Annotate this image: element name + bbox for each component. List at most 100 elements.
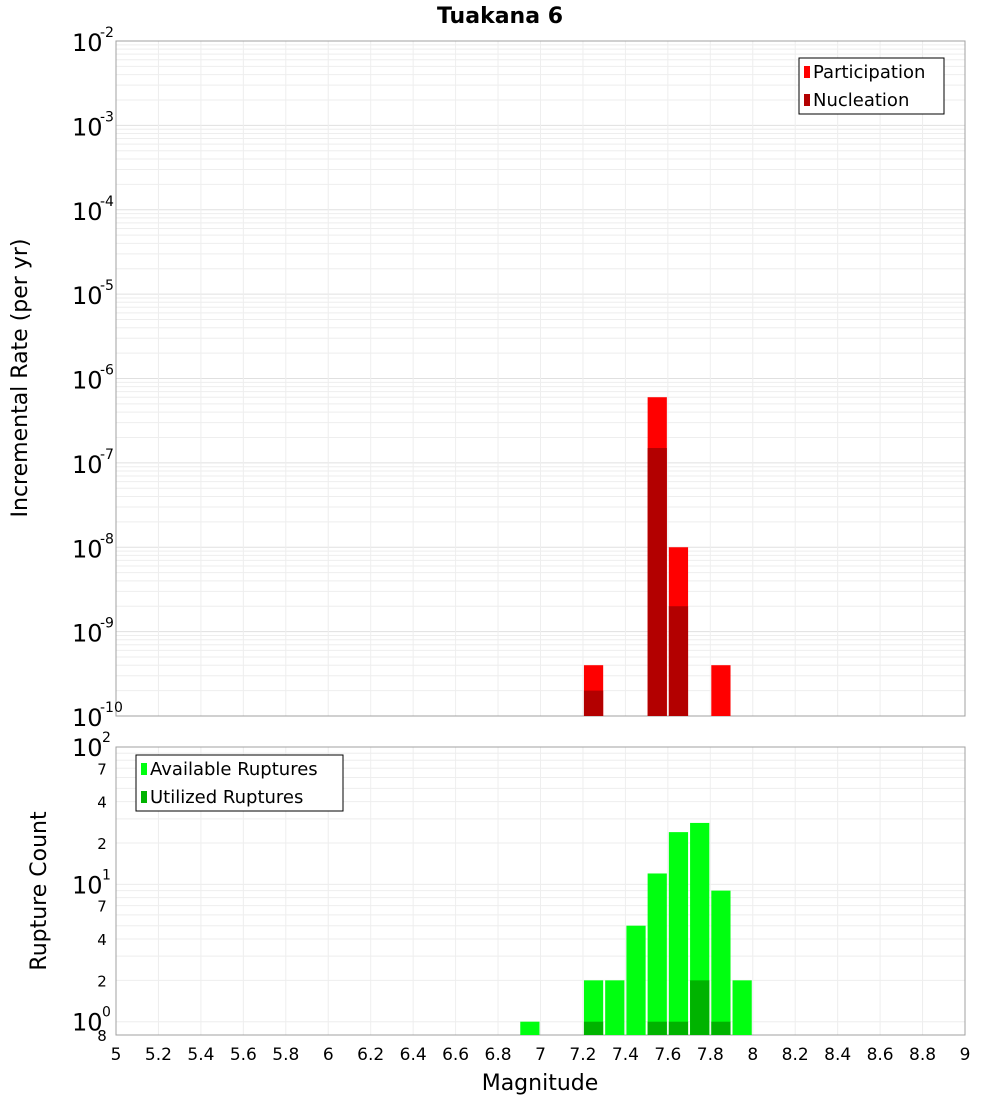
count-y-tick-major: 10 0: [72, 1005, 111, 1037]
tick-base: 10: [72, 113, 103, 141]
tick-base: 10: [72, 198, 103, 226]
x-tick-label: 7.2: [569, 1045, 596, 1065]
tick-base: 10: [72, 1009, 103, 1037]
x-tick-label: 6.4: [400, 1045, 427, 1065]
count-bar-s2: [647, 1021, 667, 1035]
x-tick-label: 5.4: [187, 1045, 214, 1065]
tick-exponent: -5: [100, 278, 114, 294]
tick-exponent: -9: [100, 616, 114, 632]
x-tick-label: 6.2: [357, 1045, 384, 1065]
x-tick-label: 5: [111, 1045, 122, 1065]
x-tick-label: 8: [747, 1045, 758, 1065]
rate-y-tick: 10-3: [72, 109, 114, 141]
count-bar-s2: [711, 1021, 731, 1035]
x-tick-label: 7: [535, 1045, 546, 1065]
legend-label: Nucleation: [813, 90, 909, 111]
rate-bar-s2: [583, 690, 604, 716]
x-tick-label: 8.4: [824, 1045, 851, 1065]
rate-y-tick: 10-4: [72, 194, 114, 226]
rate-bar-s1: [711, 665, 731, 716]
rate-y-tick: 10-6: [72, 363, 114, 395]
x-tick-label: 6: [323, 1045, 334, 1065]
chart-title: Tuakana 6: [437, 4, 563, 29]
rate-y-ticks: 10-210-310-410-510-610-710-810-910-10: [72, 25, 123, 732]
x-tick-label: 6.8: [485, 1045, 512, 1065]
tick-base: 10: [72, 535, 103, 563]
rate-plot-frame: [115, 40, 966, 717]
tick-base: 10: [72, 871, 103, 899]
rate-y-tick: 10-8: [72, 531, 114, 563]
count-bar-s2: [690, 980, 710, 1035]
count-y-tick-minor: 8: [97, 1027, 107, 1045]
tick-exponent: -6: [100, 363, 114, 379]
tick-exponent: -7: [100, 447, 114, 463]
tick-exponent: -3: [100, 109, 114, 125]
legend-swatch: [804, 94, 810, 106]
rate-legend: Participation Nucleation: [798, 57, 945, 115]
tick-base: 10: [72, 367, 103, 395]
rate-y-tick: 10-10: [72, 700, 123, 732]
count-y-tick-major: 10 2: [72, 730, 111, 762]
tick-base: 10: [72, 620, 103, 648]
count-bar-s2: [583, 1021, 604, 1035]
tick-exponent: 0: [102, 1005, 111, 1021]
legend-box: [135, 754, 344, 812]
rate-y-tick: 10-9: [72, 616, 114, 648]
rate-bar-s2: [668, 606, 689, 716]
legend-box: [798, 57, 945, 115]
rate-y-axis-label: Incremental Rate (per yr): [8, 239, 33, 518]
x-axis-ticks: 5 5.2 5.4 5.6 5.8 6 6.2 6.4 6.6 6.8 7 7.2 7.4 7.6 7.8 8…: [111, 1045, 971, 1065]
legend-label: Available Ruptures: [150, 759, 318, 780]
x-tick-label: 5.2: [145, 1045, 172, 1065]
count-bar-s1: [647, 873, 667, 1035]
count-bars: [520, 822, 752, 1035]
count-y-tick-minor: 4: [97, 794, 107, 812]
count-plot-frame: [115, 746, 966, 1036]
x-tick-label: 8.6: [867, 1045, 894, 1065]
tick-base: 10: [72, 734, 103, 762]
rate-bars: [583, 397, 731, 716]
x-tick-label: 8.8: [909, 1045, 936, 1065]
count-legend: Available Ruptures Utilized Ruptures: [135, 754, 344, 812]
rate-y-tick: 10-5: [72, 278, 114, 310]
rate-panel: 10-210-310-410-510-610-710-810-910-10 In…: [8, 25, 966, 732]
count-bar-s1: [520, 1021, 540, 1035]
legend-swatch: [141, 791, 147, 803]
count-bar-s1: [626, 925, 646, 1035]
tick-exponent: -4: [100, 194, 114, 210]
x-tick-label: 5.6: [230, 1045, 257, 1065]
x-axis-label: Magnitude: [482, 1071, 599, 1096]
x-tick-label: 5.8: [272, 1045, 299, 1065]
tick-exponent: -10: [100, 700, 123, 716]
tick-base: 10: [72, 451, 103, 479]
legend-swatch: [141, 763, 147, 775]
count-bar-s1: [605, 980, 625, 1035]
count-y-tick-minor: 2: [97, 972, 107, 990]
x-tick-label: 7.6: [654, 1045, 681, 1065]
legend-label: Participation: [813, 62, 925, 83]
rate-grid: [115, 41, 966, 717]
legend-label: Utilized Ruptures: [150, 787, 303, 808]
count-y-tick-minor: 7: [97, 760, 107, 778]
count-bar-s1: [668, 832, 689, 1035]
count-y-tick-minor: 2: [97, 835, 107, 853]
count-bar-s2: [668, 1021, 689, 1035]
count-y-tick-minor: 7: [97, 898, 107, 916]
count-y-tick-minor: 4: [97, 931, 107, 949]
tick-exponent: 2: [102, 730, 111, 746]
tick-base: 10: [72, 29, 103, 57]
x-tick-label: 7.4: [612, 1045, 639, 1065]
rate-y-tick: 10-7: [72, 447, 114, 479]
legend-swatch: [804, 66, 810, 78]
count-bar-s1: [732, 980, 752, 1035]
count-bar-s1: [583, 980, 604, 1035]
tick-exponent: 1: [102, 867, 111, 883]
count-y-tick-major: 10 1: [72, 867, 111, 899]
count-bar-s1: [711, 890, 731, 1035]
x-tick-label: 7.8: [697, 1045, 724, 1065]
x-tick-label: 9: [960, 1045, 971, 1065]
tick-base: 10: [72, 704, 103, 732]
